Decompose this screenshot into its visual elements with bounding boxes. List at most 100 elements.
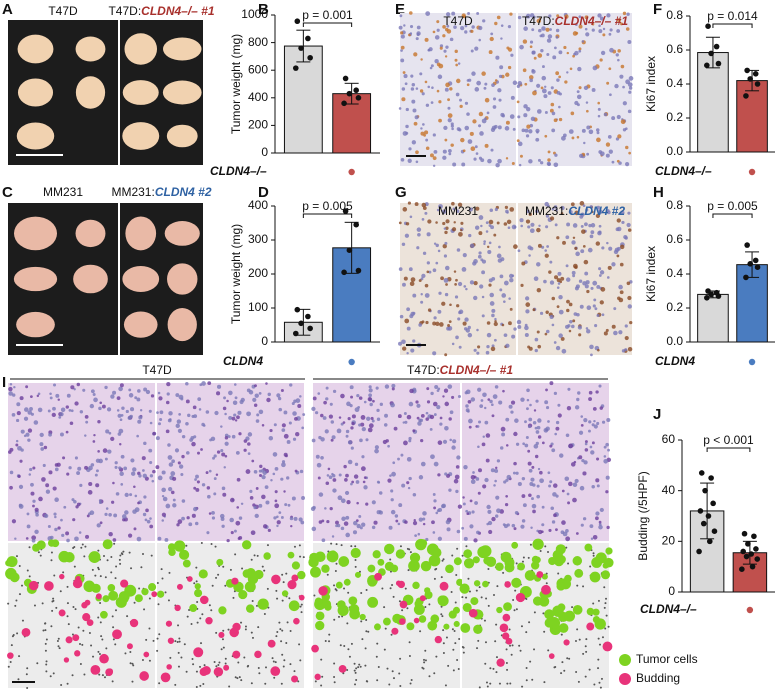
cell (256, 554, 259, 557)
cell (347, 440, 353, 445)
cell (436, 20, 440, 24)
budding-cell (74, 650, 81, 657)
cell (84, 434, 87, 437)
cell (461, 162, 466, 167)
cell (405, 131, 409, 135)
cell (67, 623, 70, 626)
cell (497, 258, 503, 263)
cell (606, 525, 610, 530)
cell (592, 280, 598, 286)
cell (264, 485, 269, 489)
cell (214, 410, 219, 416)
cell (515, 471, 519, 475)
cell (130, 567, 133, 570)
cell (568, 481, 573, 487)
cell (451, 127, 454, 131)
cell (496, 508, 501, 514)
cell (400, 45, 405, 50)
cell (442, 244, 447, 249)
tumor-cell (555, 544, 566, 555)
cell (533, 56, 537, 60)
cell (185, 670, 188, 673)
cell (433, 413, 437, 416)
cell (88, 632, 91, 635)
cell (509, 207, 515, 212)
cell (435, 261, 439, 265)
budding-cell (186, 576, 193, 582)
cell (512, 599, 515, 602)
cell (320, 413, 324, 418)
cell (547, 158, 551, 162)
cell (531, 497, 534, 501)
cell (18, 565, 21, 568)
cell (270, 479, 273, 482)
cell (397, 457, 400, 461)
cell (407, 569, 410, 572)
cell (321, 538, 326, 543)
cell (547, 550, 550, 553)
cell (378, 491, 383, 495)
cell (406, 351, 409, 355)
cell (581, 128, 586, 133)
cell (411, 140, 417, 145)
cell (302, 413, 306, 416)
budding-cell (541, 584, 551, 595)
tumor (162, 80, 202, 105)
cell (383, 648, 386, 651)
tumor-cell (496, 606, 503, 614)
cell (527, 225, 531, 229)
cell (589, 344, 594, 350)
cell (238, 516, 243, 520)
cell (325, 397, 329, 401)
cell (251, 600, 254, 603)
cell (156, 581, 159, 584)
data-point (744, 67, 750, 74)
cell (582, 204, 586, 207)
cell (273, 676, 276, 679)
cell (459, 98, 463, 102)
cell (130, 458, 135, 463)
cell (299, 395, 302, 398)
cell (280, 477, 284, 481)
cell (358, 663, 361, 666)
cell (585, 638, 588, 641)
cell (102, 448, 108, 453)
cell (582, 244, 586, 248)
cell (493, 484, 496, 487)
cell (134, 396, 138, 400)
cell (423, 134, 426, 137)
cell (77, 466, 82, 471)
cell (167, 418, 172, 423)
data-point (704, 62, 710, 69)
tumor-cell (584, 543, 593, 552)
tumor-cell (384, 561, 395, 571)
cell (353, 474, 359, 479)
cell (525, 134, 530, 138)
cell (565, 433, 570, 438)
cell (79, 410, 84, 414)
cell (208, 512, 212, 515)
cell (392, 677, 395, 680)
tumor-cell (594, 618, 606, 630)
cell (239, 399, 244, 405)
tumor-cell (495, 562, 504, 571)
cell (582, 517, 587, 521)
cell (461, 526, 465, 530)
cell (458, 637, 461, 640)
cell (55, 393, 60, 398)
cell (130, 471, 136, 476)
bar (736, 80, 768, 153)
cell (283, 410, 288, 415)
cell (605, 153, 610, 158)
cell (473, 538, 478, 543)
cell (430, 391, 434, 396)
cell (567, 387, 571, 391)
cell (428, 675, 431, 678)
cell (592, 552, 595, 555)
cell (464, 30, 468, 34)
y-tick-label: 60 (662, 432, 676, 446)
cell (444, 138, 448, 142)
cell (431, 520, 435, 525)
cell (492, 97, 497, 101)
cell (386, 667, 389, 670)
